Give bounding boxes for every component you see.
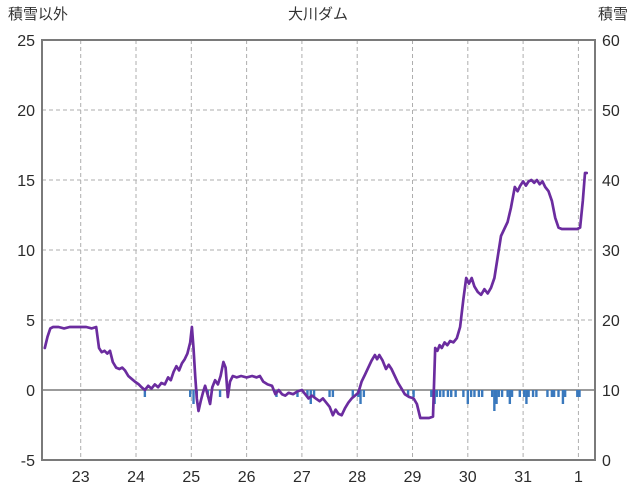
- x-tick-label: 23: [72, 469, 90, 486]
- x-tick-label: 24: [127, 469, 145, 486]
- y-left-tick-label: 10: [17, 243, 35, 260]
- y-right-tick-label: 60: [602, 33, 620, 50]
- y-left-tick-label: 0: [26, 383, 35, 400]
- y-right-tick-label: 40: [602, 173, 620, 190]
- plot-frame: [41, 39, 596, 461]
- y-right-tick-label: 10: [602, 383, 620, 400]
- x-tick-label: 26: [238, 469, 256, 486]
- x-tick-label: 1: [574, 469, 583, 486]
- x-tick-label: 28: [348, 469, 366, 486]
- y-right-tick-label: 30: [602, 243, 620, 260]
- series-line: [43, 171, 589, 420]
- x-tick-label: 29: [404, 469, 422, 486]
- left-axis-title: 積雪以外: [8, 6, 69, 23]
- y-left-tick-label: 5: [26, 313, 35, 330]
- y-right-tick-label: 20: [602, 313, 620, 330]
- y-right-tick-label: 50: [602, 103, 620, 120]
- x-tick-label: 25: [182, 469, 200, 486]
- y-left-tick-label: -5: [21, 453, 35, 470]
- x-tick-label: 30: [459, 469, 477, 486]
- y-left-tick-label: 25: [17, 33, 35, 50]
- y-right-tick-label: 0: [602, 453, 611, 470]
- y-left-tick-label: 15: [17, 173, 35, 190]
- right-axis-title: 積雪: [597, 6, 628, 23]
- x-tick-label: 27: [293, 469, 311, 486]
- x-tick-label: 31: [514, 469, 532, 486]
- chart-title: 大川ダム: [287, 6, 348, 23]
- y-left-tick-label: 20: [17, 103, 35, 120]
